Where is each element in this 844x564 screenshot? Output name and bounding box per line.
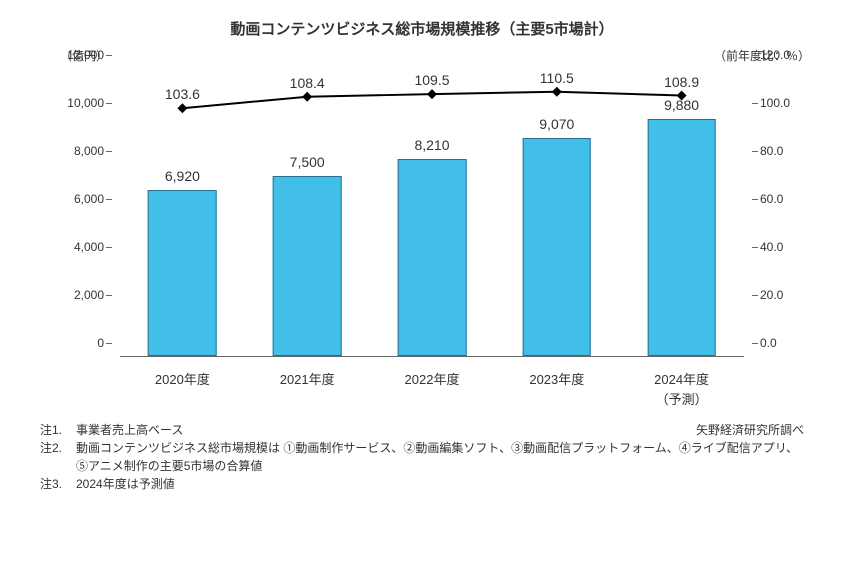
bar-value-label: 9,070 bbox=[522, 116, 591, 132]
footnote-row: 注3.2024年度は予測値 bbox=[40, 475, 804, 493]
footnote-text: 事業者売上高ベース bbox=[76, 421, 804, 439]
y-left-tick: 10,000 bbox=[67, 96, 104, 110]
x-tick-label: 2020年度 bbox=[155, 369, 210, 388]
line-marker bbox=[552, 87, 562, 97]
bar-group: 9,880 bbox=[647, 119, 716, 356]
bar bbox=[522, 138, 591, 356]
source-credit: 矢野経済研究所調べ bbox=[696, 421, 804, 438]
x-tick-label: 2022年度 bbox=[405, 369, 460, 388]
footnote-text: 動画コンテンツビジネス総市場規模は ①動画制作サービス、②動画編集ソフト、③動画… bbox=[76, 439, 804, 475]
y-left-tick: 2,000 bbox=[74, 288, 104, 302]
bar-value-label: 6,920 bbox=[148, 168, 217, 184]
bar-group: 8,210 bbox=[398, 159, 467, 356]
y-left-tick: 6,000 bbox=[74, 192, 104, 206]
footnote-key: 注1. bbox=[40, 421, 76, 439]
line-marker bbox=[177, 103, 187, 113]
line-value-label: 109.5 bbox=[414, 72, 449, 88]
bar-value-label: 9,880 bbox=[647, 97, 716, 113]
x-tick-label: 2023年度 bbox=[529, 369, 584, 388]
line-marker bbox=[302, 92, 312, 102]
line-marker bbox=[427, 89, 437, 99]
line-value-label: 103.6 bbox=[165, 86, 200, 102]
y-right-tick: 100.0 bbox=[760, 96, 790, 110]
y-right-tick: 0.0 bbox=[760, 336, 777, 350]
bar bbox=[148, 190, 217, 356]
bar-group: 9,070 bbox=[522, 138, 591, 356]
x-tick-label: 2021年度 bbox=[280, 369, 335, 388]
y-left-tick: 0 bbox=[97, 336, 104, 350]
y-right-tick: 40.0 bbox=[760, 240, 783, 254]
footnotes: 注1.事業者売上高ベース注2.動画コンテンツビジネス総市場規模は ①動画制作サー… bbox=[40, 421, 804, 493]
bar-group: 6,920 bbox=[148, 190, 217, 356]
footnote-row: 注2.動画コンテンツビジネス総市場規模は ①動画制作サービス、②動画編集ソフト、… bbox=[40, 439, 804, 475]
y-left-tick: 12,000 bbox=[67, 48, 104, 62]
chart-title: 動画コンテンツビジネス総市場規模推移（主要5市場計） bbox=[0, 18, 844, 39]
line-value-label: 108.9 bbox=[664, 74, 699, 90]
bar bbox=[273, 176, 342, 356]
y-right-axis: 0.020.040.060.080.0100.0120.0 bbox=[750, 69, 804, 357]
footnote-key: 注2. bbox=[40, 439, 76, 475]
y-right-tick: 80.0 bbox=[760, 144, 783, 158]
line-value-label: 108.4 bbox=[290, 75, 325, 91]
footnote-row: 注1.事業者売上高ベース bbox=[40, 421, 804, 439]
y-right-tick: 120.0 bbox=[760, 48, 790, 62]
y-left-axis: 02,0004,0006,0008,00010,00012,000 bbox=[40, 69, 114, 357]
footnote-key: 注3. bbox=[40, 475, 76, 493]
x-tick-label: 2024年度 bbox=[654, 369, 709, 388]
chart-area: （億円） （前年度比：％） 02,0004,0006,0008,00010,00… bbox=[40, 53, 804, 413]
footnote-text: 2024年度は予測値 bbox=[76, 475, 804, 493]
y-left-tick: 4,000 bbox=[74, 240, 104, 254]
bar-group: 7,500 bbox=[273, 176, 342, 356]
bar bbox=[398, 159, 467, 356]
y-right-tick: 20.0 bbox=[760, 288, 783, 302]
x-axis: 2020年度 2021年度 2022年度 2023年度 2024年度（予測） bbox=[120, 363, 744, 413]
line-value-label: 110.5 bbox=[540, 70, 574, 86]
y-right-tick: 60.0 bbox=[760, 192, 783, 206]
bar bbox=[647, 119, 716, 356]
x-tick-sublabel: （予測） bbox=[656, 389, 708, 408]
bar-value-label: 7,500 bbox=[273, 154, 342, 170]
plot-region: 6,920 7,500 8,210 9,070 9,880 103.6 108.4 109.5… bbox=[120, 69, 744, 357]
bar-value-label: 8,210 bbox=[398, 137, 467, 153]
y-left-tick: 8,000 bbox=[74, 144, 104, 158]
